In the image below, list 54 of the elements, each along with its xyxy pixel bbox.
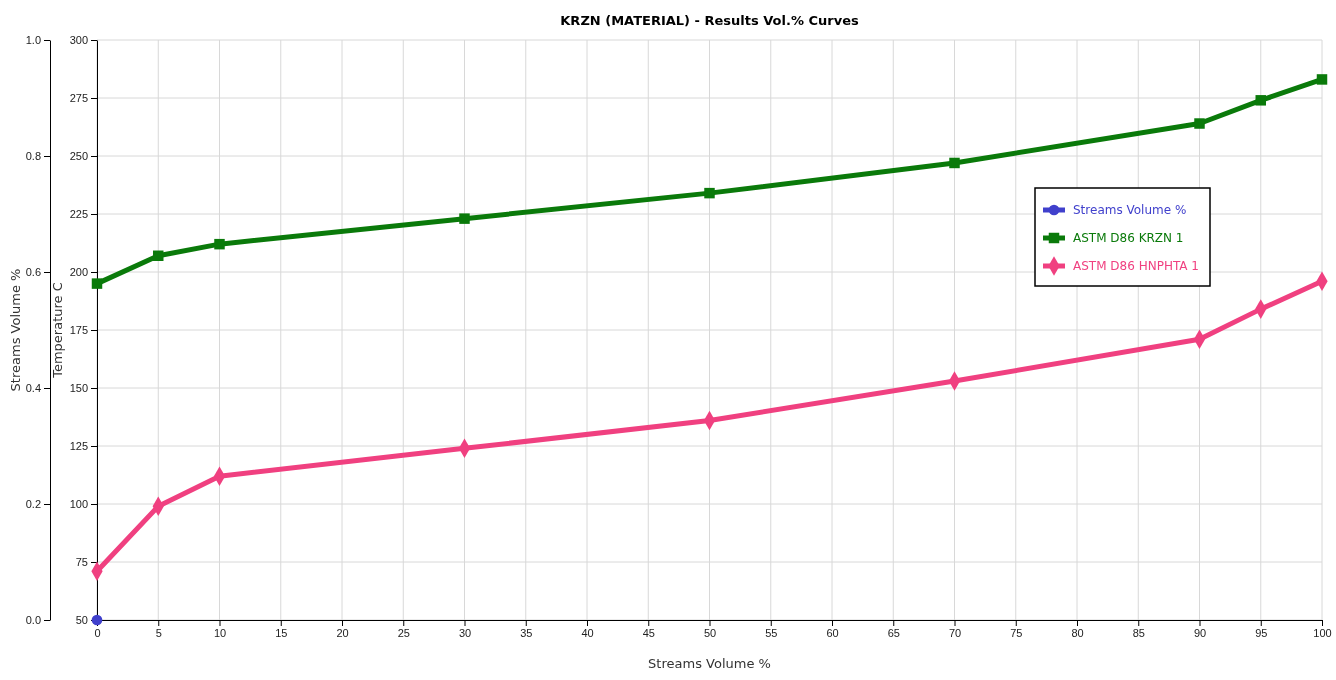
y-tick-label: 50 xyxy=(75,614,88,627)
y-tick-label: 125 xyxy=(69,440,88,453)
point xyxy=(1255,95,1266,106)
y-tick-label: 175 xyxy=(69,324,88,337)
legend-label: Streams Volume % xyxy=(1073,203,1187,217)
point xyxy=(1194,118,1205,129)
y2-tick-label: 1.0 xyxy=(25,34,41,47)
x-tick-label: 15 xyxy=(275,626,288,639)
x-tick-label: 40 xyxy=(581,626,594,639)
x-tick-label: 25 xyxy=(397,626,410,639)
x-tick-label: 95 xyxy=(1255,626,1268,639)
x-tick-label: 50 xyxy=(703,626,717,639)
x-tick-label: 55 xyxy=(765,626,778,639)
y2-tick-label: 0.4 xyxy=(25,382,41,395)
y-tick-label: 75 xyxy=(75,556,88,569)
x-tick-label: 20 xyxy=(336,626,349,639)
point xyxy=(1316,74,1328,85)
x-tick-label: 60 xyxy=(826,626,839,639)
y-tick-label: 225 xyxy=(69,208,88,221)
y2-axis-title: Streams Volume % xyxy=(8,268,23,392)
point xyxy=(949,157,960,169)
y-tick-label: 100 xyxy=(69,498,88,511)
x-tick-label: 5 xyxy=(155,626,162,639)
legend-label: ASTM D86 HNPHTA 1 xyxy=(1073,259,1199,273)
x-tick-label: 65 xyxy=(887,626,900,639)
x-tick-label: 30 xyxy=(458,626,472,639)
x-tick-label: 10 xyxy=(213,626,227,639)
x-tick-label: 80 xyxy=(1071,626,1084,639)
y-tick-label: 200 xyxy=(69,266,88,279)
point xyxy=(459,213,470,224)
y2-tick-label: 0.6 xyxy=(25,266,41,279)
point xyxy=(214,238,225,250)
x-axis-title: Streams Volume % xyxy=(648,656,771,671)
y-axis-title: Temperature C xyxy=(50,282,65,379)
x-tick-label: 75 xyxy=(1010,626,1023,639)
x-tick-label: 70 xyxy=(948,626,962,639)
x-tick-label: 85 xyxy=(1132,626,1145,639)
x-tick-label: 35 xyxy=(520,626,533,639)
point xyxy=(91,278,103,289)
y-tick-label: 150 xyxy=(69,382,88,395)
y-tick-label: 300 xyxy=(69,34,88,47)
x-tick-label: 45 xyxy=(642,626,655,639)
chart-title: KRZN (MATERIAL) - Results Vol.% Curves xyxy=(560,13,859,28)
legend-label: ASTM D86 KRZN 1 xyxy=(1073,231,1184,245)
y-tick-label: 250 xyxy=(69,150,88,163)
y-tick-label: 275 xyxy=(69,92,88,105)
y2-tick-label: 0.0 xyxy=(25,614,41,627)
x-tick-label: 90 xyxy=(1193,626,1207,639)
point xyxy=(153,250,164,261)
y2-tick-label: 0.8 xyxy=(25,150,41,163)
y2-tick-label: 0.2 xyxy=(25,498,41,511)
point xyxy=(704,187,715,199)
x-tick-label: 0 xyxy=(94,626,101,639)
x-tick-label: 100 xyxy=(1313,626,1332,639)
